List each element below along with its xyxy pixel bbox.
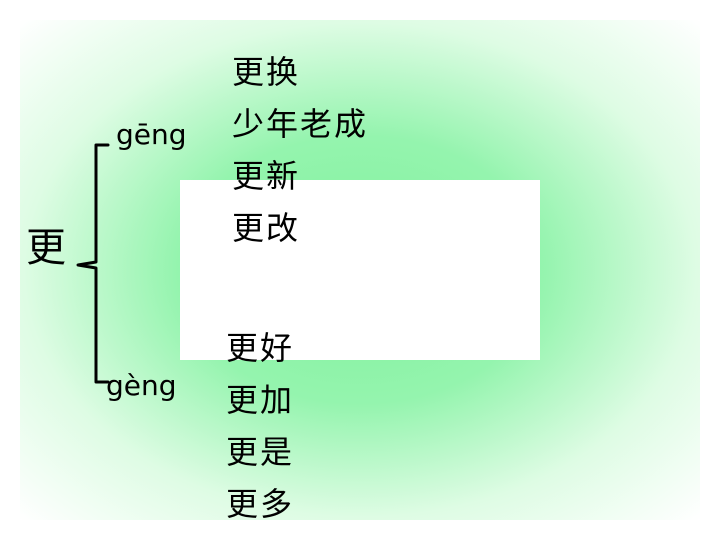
head-character: 更 <box>26 225 66 271</box>
word-item: 更加 <box>226 381 295 419</box>
pinyin-reading-2: gèng <box>106 369 177 402</box>
word-list-reading-2: 更好 更加 更是 更多 <box>226 322 294 530</box>
word-item: 更新 <box>232 157 301 195</box>
white-center-panel <box>180 180 540 360</box>
word-item: 更多 <box>226 485 295 523</box>
word-list-reading-1: 更换 少年老成 更新 更改 <box>232 46 368 254</box>
word-item: 更是 <box>226 433 295 471</box>
word-item: 更好 <box>226 329 295 367</box>
word-item: 少年老成 <box>232 105 369 143</box>
word-item: 更改 <box>232 209 301 247</box>
word-item: 更换 <box>232 53 301 91</box>
pinyin-reading-1: gēng <box>116 118 187 151</box>
